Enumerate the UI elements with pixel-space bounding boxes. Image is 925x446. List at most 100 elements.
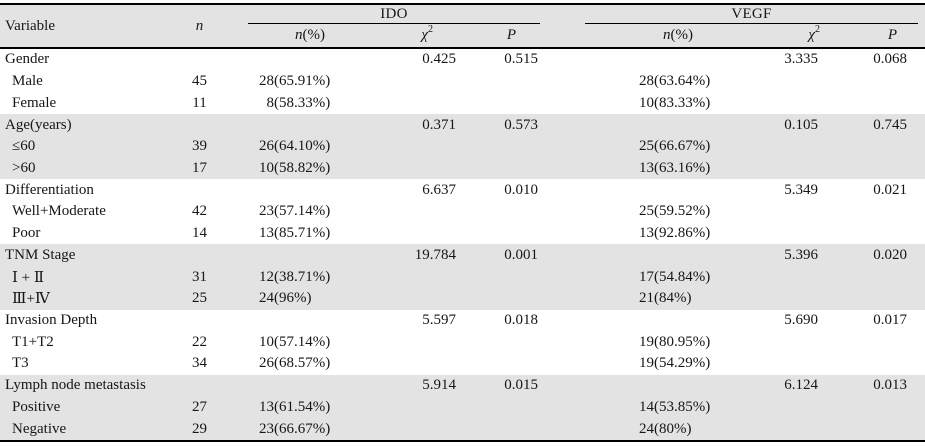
group-label: Age(years) bbox=[5, 116, 72, 133]
table-row: Ⅰ + Ⅱ 31 12(38.71%) 17(54.84%) bbox=[0, 266, 925, 288]
npct-percent: (57.14%) bbox=[274, 333, 331, 350]
npct-count: 14 bbox=[639, 398, 654, 415]
cell-ido-npct: 26(64.10%) bbox=[237, 138, 395, 155]
vegf-p-header: P bbox=[887, 27, 897, 43]
cell-ido-npct: 26(68.57%) bbox=[237, 355, 395, 372]
npct-count: 24 bbox=[639, 420, 654, 437]
row-label: Positive bbox=[12, 398, 61, 415]
npct-count: 17 bbox=[639, 268, 654, 285]
cell-vegf-npct: 14(53.85%) bbox=[540, 399, 760, 416]
row-label: T1+T2 bbox=[12, 333, 54, 350]
cell-ido-chi: 6.637 bbox=[422, 181, 456, 198]
chi-symbol: χ bbox=[421, 27, 428, 43]
cell-ido-npct: 10(57.14%) bbox=[237, 334, 395, 351]
cell-n: 14 bbox=[192, 225, 207, 242]
table-row: ≤60 39 26(64.10%) 25(66.67%) bbox=[0, 135, 925, 158]
row-label: Negative bbox=[12, 420, 67, 437]
cell-n: 45 bbox=[192, 73, 207, 90]
cell-vegf-npct: 10(83.33%) bbox=[540, 95, 760, 112]
cell-vegf-npct: 25(59.52%) bbox=[540, 203, 760, 220]
cell-vegf-npct: 19(80.95%) bbox=[540, 334, 760, 351]
ido-chi-header: χ2 bbox=[395, 24, 462, 44]
cell-vegf-npct: 13(92.86%) bbox=[540, 225, 760, 242]
npct-count: 19 bbox=[639, 333, 654, 350]
cell-vegf-chi: 0.105 bbox=[784, 116, 818, 133]
group-row: Invasion Depth 5.597 0.018 5.690 0.017 bbox=[0, 309, 925, 332]
cell-vegf-npct: 13(63.16%) bbox=[540, 160, 760, 177]
cell-ido-p: 0.573 bbox=[504, 116, 538, 133]
npct-count: 21 bbox=[639, 290, 654, 307]
cell-vegf-p: 0.013 bbox=[873, 377, 907, 394]
table-row: >60 17 10(58.82%) 13(63.16%) bbox=[0, 157, 925, 180]
table-row: Negative 29 23(66.67%) 24(80%) bbox=[0, 418, 925, 440]
header-group-row: IDO VEGF bbox=[0, 5, 925, 24]
group-label: Lymph node metastasis bbox=[5, 377, 146, 394]
npct-percent: (83.33%) bbox=[654, 94, 711, 111]
cell-ido-npct: 28(65.91%) bbox=[237, 73, 395, 90]
row-label: Poor bbox=[12, 225, 41, 242]
npct-percent: (54.29%) bbox=[654, 355, 711, 372]
table-row: Female 11 8(58.33%) 10(83.33%) bbox=[0, 92, 925, 115]
header-sub-row: n(%) χ2 P n(%) χ2 P bbox=[0, 24, 925, 47]
ido-npct-n: n bbox=[295, 27, 303, 43]
npct-percent: (64.10%) bbox=[274, 138, 331, 155]
npct-count: 25 bbox=[639, 138, 654, 155]
npct-count: 26 bbox=[259, 355, 274, 372]
cell-ido-npct: 12(38.71%) bbox=[237, 269, 395, 286]
table-row: T3 34 26(68.57%) 19(54.29%) bbox=[0, 353, 925, 375]
npct-count: 23 bbox=[259, 203, 274, 220]
npct-count: 28 bbox=[639, 73, 654, 90]
table-header: IDO VEGF n(%) χ2 P n(%) χ2 P Variable n bbox=[0, 5, 925, 49]
cell-vegf-p: 0.068 bbox=[873, 51, 907, 68]
group-row: Differentiation 6.637 0.010 5.349 0.021 bbox=[0, 179, 925, 202]
cell-ido-p: 0.515 bbox=[504, 51, 538, 68]
vegf-npct-header: n(%) bbox=[540, 27, 760, 44]
npct-percent: (54.84%) bbox=[654, 268, 711, 285]
cell-ido-chi: 5.597 bbox=[422, 311, 456, 328]
npct-count: 13 bbox=[639, 159, 654, 176]
cell-ido-chi: 0.371 bbox=[422, 116, 456, 133]
header-group-vegf: VEGF bbox=[540, 5, 925, 24]
group-row: TNM Stage 19.784 0.001 5.396 0.020 bbox=[0, 244, 925, 267]
cell-vegf-chi: 5.690 bbox=[784, 311, 818, 328]
cell-n: 39 bbox=[192, 138, 207, 155]
npct-count: 26 bbox=[259, 138, 274, 155]
group-row: Gender 0.425 0.515 3.335 0.068 bbox=[0, 49, 925, 71]
cell-ido-chi: 5.914 bbox=[422, 377, 456, 394]
cell-ido-npct: 23(66.67%) bbox=[237, 421, 395, 438]
npct-percent: (63.64%) bbox=[654, 73, 711, 90]
cell-vegf-p: 0.017 bbox=[873, 311, 907, 328]
cell-ido-npct: 13(61.54%) bbox=[237, 399, 395, 416]
cell-n: 11 bbox=[192, 94, 207, 111]
ido-group-label: IDO bbox=[380, 6, 408, 22]
table-row: Well+Moderate 42 23(57.14%) 25(59.52%) bbox=[0, 201, 925, 223]
group-label: Differentiation bbox=[5, 181, 94, 198]
npct-count: 25 bbox=[639, 203, 654, 220]
cell-n: 22 bbox=[192, 333, 207, 350]
cell-vegf-chi: 3.335 bbox=[784, 51, 818, 68]
npct-percent: (61.54%) bbox=[274, 398, 331, 415]
cell-vegf-p: 0.745 bbox=[873, 116, 907, 133]
npct-count: 10 bbox=[259, 333, 274, 350]
chi-symbol: χ bbox=[808, 27, 815, 43]
cell-ido-p: 0.015 bbox=[504, 377, 538, 394]
npct-percent: (63.16%) bbox=[654, 159, 711, 176]
cell-n: 27 bbox=[192, 398, 207, 415]
cell-ido-p: 0.010 bbox=[504, 181, 538, 198]
cell-ido-npct: 24(96%) bbox=[237, 290, 395, 307]
cell-vegf-chi: 6.124 bbox=[784, 377, 818, 394]
npct-count: 10 bbox=[259, 159, 274, 176]
vegf-group-underline bbox=[585, 23, 918, 24]
cell-vegf-chi: 5.396 bbox=[784, 246, 818, 263]
row-label: Male bbox=[12, 73, 43, 90]
cell-n: 25 bbox=[192, 290, 207, 307]
npct-percent: (58.33%) bbox=[274, 94, 331, 111]
cell-n: 42 bbox=[192, 203, 207, 220]
cell-n: 34 bbox=[192, 355, 207, 372]
table-row: T1+T2 22 10(57.14%) 19(80.95%) bbox=[0, 331, 925, 354]
cell-vegf-npct: 21(84%) bbox=[540, 290, 760, 307]
cell-ido-chi: 0.425 bbox=[422, 51, 456, 68]
npct-count: 24 bbox=[259, 290, 274, 307]
npct-count: 10 bbox=[639, 94, 654, 111]
row-label: Female bbox=[12, 94, 57, 111]
